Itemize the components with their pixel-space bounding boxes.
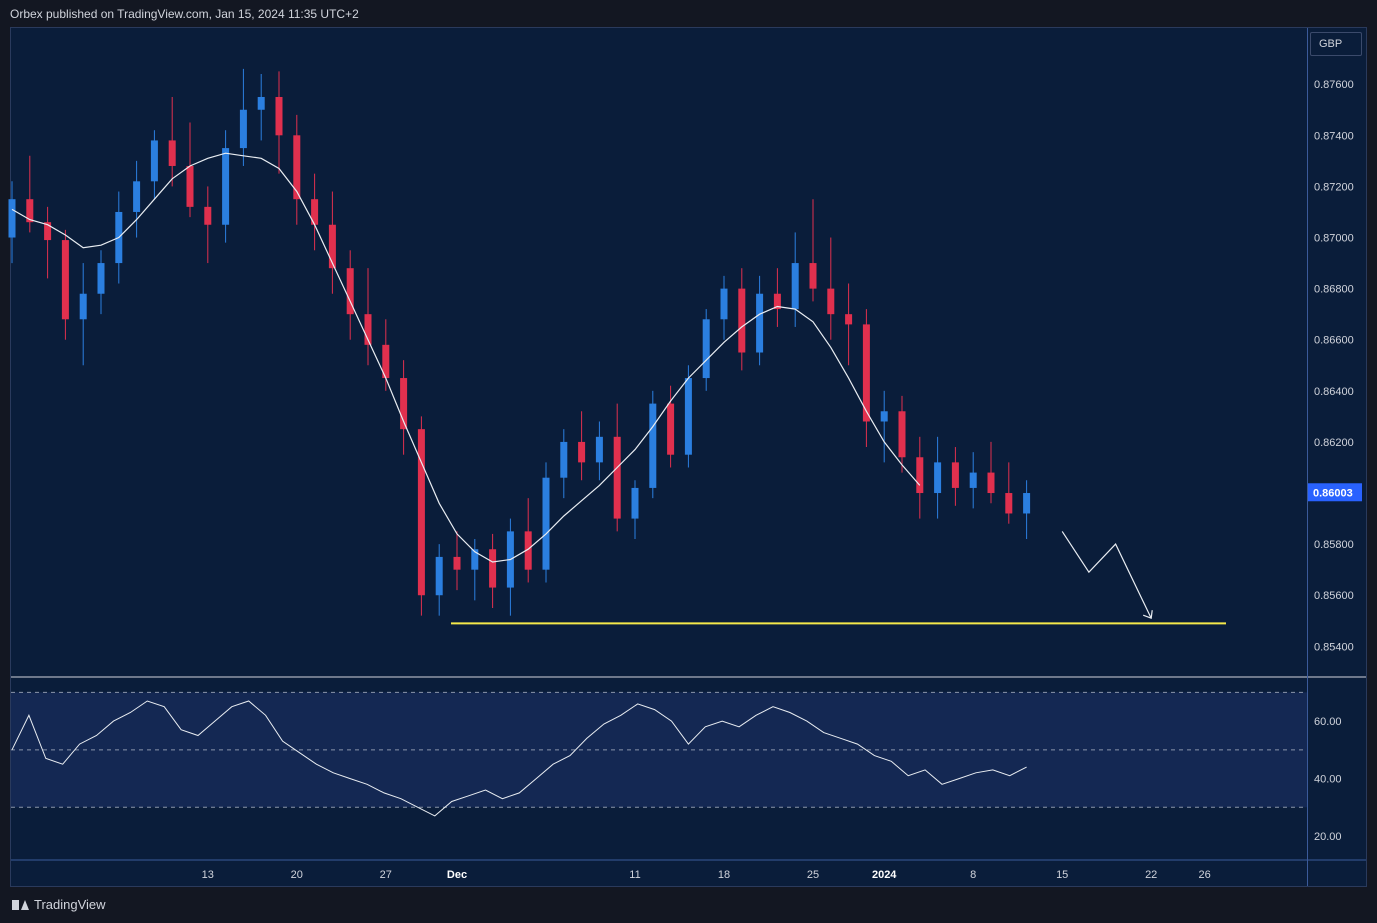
candle-body [934,462,942,494]
candle-body [150,140,158,182]
time-tick-label: 27 [380,869,392,881]
candle-body [862,324,870,422]
candle-body [257,96,265,110]
candle-body [951,462,959,488]
candle-body [26,199,34,223]
candle-body [293,135,301,200]
candle-body [1023,493,1031,514]
price-tick-label: 0.87000 [1314,233,1354,245]
candle-body [435,556,443,596]
candle-body [987,472,995,494]
price-tick-label: 0.85600 [1314,590,1354,602]
candle-body [827,288,835,315]
tradingview-logo-icon [12,899,29,910]
candle-body [791,263,799,310]
candle-body [595,436,603,463]
candle-body [489,549,497,588]
candle-body [756,293,764,353]
candle-body [239,109,247,149]
candle-body [453,556,461,570]
candle-body [186,165,194,207]
candle-body [880,411,888,422]
candle-body [311,199,319,225]
projection-path [1061,531,1152,619]
candle-body [738,288,746,353]
candle-body [542,477,550,570]
candle-body [613,436,621,519]
candle-body [61,240,69,320]
price-tick-label: 0.86200 [1314,437,1354,449]
candle-body [702,319,710,379]
candle-body [898,411,906,458]
time-tick-label: 11 [629,869,640,881]
candle-body [400,378,408,430]
candle-body [649,403,657,488]
candle-body [79,293,87,320]
candle-body [8,199,16,238]
time-tick-label: Dec [447,869,467,881]
candle-body [1005,493,1013,514]
current-price-label: 0.86003 [1313,487,1353,499]
time-tick-label: 25 [807,869,819,881]
candle-body [969,472,977,488]
candle-body [417,429,425,596]
candle-body [916,457,924,494]
candle-body [97,263,105,294]
candle-body [471,549,479,570]
candle-body [328,224,336,269]
candle-body [809,263,817,289]
candle-body [346,268,354,315]
currency-button[interactable]: GBP [1310,32,1362,56]
candle-body [44,222,52,241]
projection-arrowhead [1142,610,1153,620]
candle-body [720,288,728,320]
current-price-badge [1308,483,1362,502]
candle-body [631,487,639,519]
time-tick-label: 26 [1198,869,1210,881]
tradingview-brand-text: TradingView [34,897,106,912]
moving-average-line [11,152,921,563]
price-tick-label: 0.87400 [1314,130,1354,142]
price-tick-label: 0.87600 [1314,79,1354,91]
candle-body [382,344,390,379]
publish-info: Orbex published on TradingView.com, Jan … [10,7,359,21]
candle-body [773,293,781,310]
time-tick-label: 18 [718,869,730,881]
time-tick-label: 13 [202,869,214,881]
candle-body [364,314,372,345]
time-tick-label: 15 [1056,869,1068,881]
candle-body [133,181,141,212]
time-tick-label: 20 [291,869,303,881]
candle-body [578,441,586,463]
rsi-line [11,700,1027,817]
candle-body [168,140,176,166]
time-tick-label: 8 [970,869,976,881]
time-tick-label: 22 [1145,869,1157,881]
candle-body [560,441,568,478]
price-tick-label: 0.86400 [1314,386,1354,398]
price-tick-label: 0.86800 [1314,284,1354,296]
price-tick-label: 0.85800 [1314,539,1354,551]
candle-body [667,403,675,455]
price-tick-label: 0.85400 [1314,641,1354,653]
time-tick-label: 2024 [872,869,897,881]
price-tick-label: 0.87200 [1314,181,1354,193]
price-tick-label: 0.86600 [1314,335,1354,347]
candle-body [845,314,853,325]
candle-body [222,148,230,225]
rsi-tick-label: 20.00 [1314,831,1342,843]
tradingview-logo[interactable]: TradingView [12,897,106,912]
candle-body [524,531,532,570]
candle-body [275,96,283,136]
candle-body [204,206,212,225]
candle-body [684,378,692,455]
rsi-tick-label: 40.00 [1314,774,1342,786]
rsi-tick-label: 60.00 [1314,716,1342,728]
